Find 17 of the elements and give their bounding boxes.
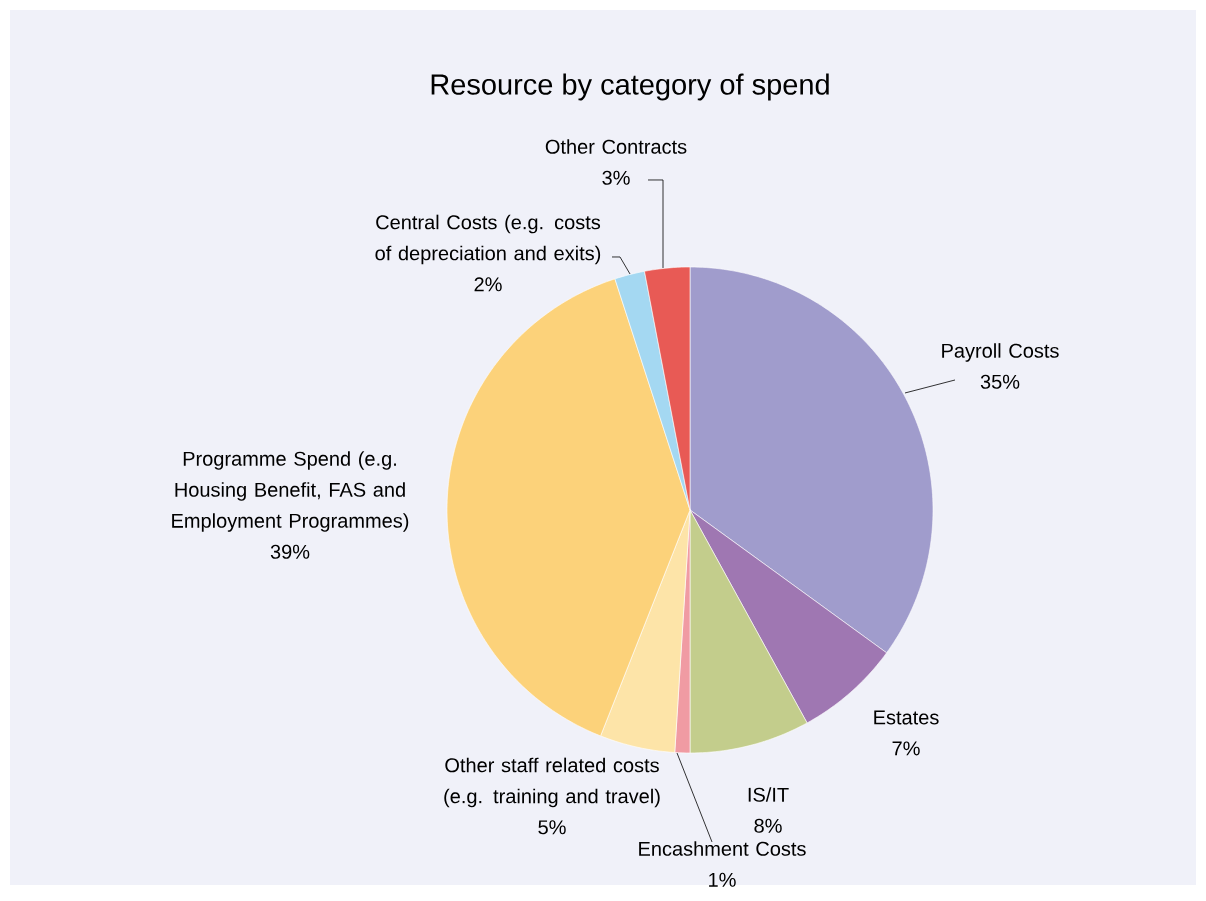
chart-title: Resource by category of spend (431, 73, 829, 101)
data-label: 7% (892, 741, 920, 756)
data-label: 2% (474, 277, 502, 292)
slice-label: IS/IT (748, 787, 789, 802)
slice-label: Central Costs (e.g. costs of depreciation and exits) (375, 214, 601, 265)
slice-label: Estates (874, 710, 939, 725)
slice-label: Encashment Costs (639, 841, 806, 856)
slice-label: Programme Spend (e.g. Housing Benefit, FAS and Employment Programmes) (172, 451, 409, 532)
data-label: 1% (709, 872, 736, 887)
data-label: 39% (270, 544, 310, 559)
data-label: 8% (754, 818, 782, 833)
data-label: 5% (538, 820, 566, 835)
data-label: 3% (602, 170, 630, 185)
slice-label: Other staff related costs (e.g. training and travel) (444, 757, 660, 808)
slice-label: Other Contracts (545, 139, 687, 154)
slice-label: Payroll Costs (942, 343, 1059, 362)
data-label: 35% (980, 374, 1020, 389)
